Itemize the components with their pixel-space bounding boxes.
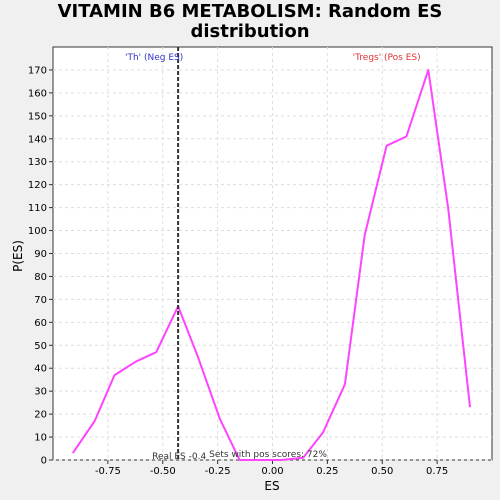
y-tick-label: 120: [28, 180, 47, 191]
x-tick-label: 0.25: [316, 466, 338, 477]
y-tick-label: 80: [34, 272, 47, 283]
y-tick-label: 40: [34, 364, 47, 375]
y-axis-label: P(ES): [11, 240, 25, 272]
y-tick-label: 50: [34, 341, 47, 352]
y-tick-label: 150: [28, 111, 47, 122]
y-tick-label: 170: [28, 65, 47, 76]
x-tick-label: -0.25: [205, 466, 231, 477]
x-tick-label: 0.00: [261, 466, 283, 477]
series-line: [71, 68, 471, 461]
y-tick-label: 130: [28, 157, 47, 168]
y-tick-label: 160: [28, 88, 47, 99]
chart-title-line1: VITAMIN B6 METABOLISM: Random ES: [57, 1, 443, 22]
x-tick-label: -0.50: [150, 466, 176, 477]
y-tick-label: 10: [34, 433, 47, 444]
y-tick-label: 70: [34, 295, 47, 306]
y-tick-label: 30: [34, 387, 47, 398]
pos-scores-label: Sets with pos scores: 72%: [209, 450, 327, 460]
y-tick-label: 20: [34, 410, 47, 421]
y-tick-label: 110: [28, 203, 47, 214]
chart-title-line2: distribution: [190, 21, 310, 42]
chart-title: VITAMIN B6 METABOLISM: Random ES distrib…: [0, 2, 500, 42]
y-tick-label: 60: [34, 318, 47, 329]
y-tick-label: 90: [34, 249, 47, 260]
x-tick-label: -0.75: [95, 466, 121, 477]
x-axis-label: ES: [264, 479, 279, 493]
grid-lines: [53, 47, 492, 461]
real-es-label: Real ES -0.4: [152, 452, 206, 462]
neg-es-label: 'Th' (Neg ES): [125, 53, 183, 63]
y-tick-label: 100: [28, 226, 47, 237]
y-tick-label: 140: [28, 134, 47, 145]
pos-es-label: 'Tregs' (Pos ES): [353, 53, 421, 63]
y-axis-ticks: 0 10 20 30 40 50 60 70 80 90 100 110 120 130 140 150 160…: [28, 65, 53, 467]
y-tick-label: 0: [41, 456, 47, 467]
x-tick-label: 0.75: [426, 466, 448, 477]
x-axis-ticks: -0.75 -0.50 -0.25 0.00 0.25 0.50 0.75: [95, 460, 448, 477]
x-tick-label: 0.50: [371, 466, 393, 477]
